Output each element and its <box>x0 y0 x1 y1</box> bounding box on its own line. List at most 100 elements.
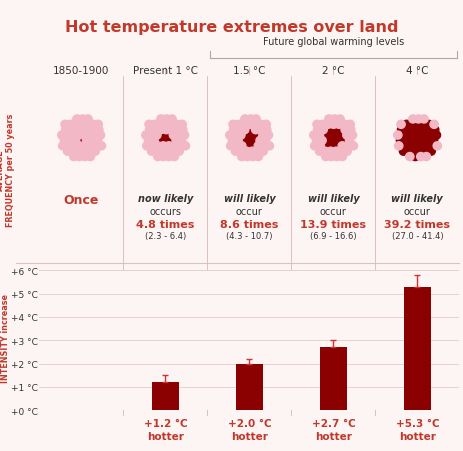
Circle shape <box>251 115 260 124</box>
Circle shape <box>83 126 92 134</box>
Circle shape <box>399 143 407 151</box>
Circle shape <box>91 148 99 156</box>
Circle shape <box>395 137 404 145</box>
Text: 4.8 times: 4.8 times <box>136 219 194 229</box>
Circle shape <box>67 126 75 134</box>
Circle shape <box>393 132 401 140</box>
Circle shape <box>88 121 97 129</box>
Circle shape <box>410 153 419 161</box>
Circle shape <box>409 148 418 156</box>
Circle shape <box>237 143 245 151</box>
Circle shape <box>74 132 82 140</box>
Circle shape <box>257 126 265 134</box>
Circle shape <box>418 121 426 129</box>
Circle shape <box>237 153 245 161</box>
Circle shape <box>338 153 346 161</box>
Circle shape <box>153 153 162 161</box>
Circle shape <box>250 137 258 145</box>
Bar <box>152 382 178 410</box>
Circle shape <box>242 148 250 156</box>
Circle shape <box>431 132 439 140</box>
Circle shape <box>164 153 173 161</box>
Circle shape <box>328 137 337 145</box>
Circle shape <box>57 132 66 140</box>
Circle shape <box>170 153 178 161</box>
Text: now likely: now likely <box>138 194 193 204</box>
Circle shape <box>175 132 183 140</box>
Text: +5.3 °C
hotter: +5.3 °C hotter <box>394 419 438 441</box>
Text: (2.3 - 6.4): (2.3 - 6.4) <box>144 232 186 241</box>
Circle shape <box>245 126 254 134</box>
Circle shape <box>405 143 413 151</box>
Circle shape <box>326 153 335 161</box>
Circle shape <box>247 132 256 140</box>
Circle shape <box>61 121 69 129</box>
Text: (4.3 - 10.7): (4.3 - 10.7) <box>225 232 272 241</box>
Circle shape <box>419 126 427 134</box>
Circle shape <box>419 115 427 124</box>
Circle shape <box>63 132 71 140</box>
Circle shape <box>256 137 264 145</box>
Circle shape <box>60 137 69 145</box>
Circle shape <box>432 143 440 151</box>
Circle shape <box>169 132 177 140</box>
Bar <box>319 347 346 410</box>
Circle shape <box>262 121 270 129</box>
Circle shape <box>84 115 92 124</box>
Text: occur: occur <box>236 207 262 216</box>
Circle shape <box>331 132 339 140</box>
Circle shape <box>73 115 81 124</box>
Circle shape <box>258 132 267 140</box>
Circle shape <box>168 115 176 124</box>
Bar <box>236 364 262 410</box>
Circle shape <box>346 126 354 134</box>
Circle shape <box>310 143 318 151</box>
Circle shape <box>225 132 233 140</box>
Circle shape <box>420 148 429 156</box>
Circle shape <box>150 137 158 145</box>
Circle shape <box>421 153 430 161</box>
Circle shape <box>169 148 177 156</box>
Circle shape <box>181 143 189 151</box>
Text: 1.5 °C: 1.5 °C <box>232 65 265 75</box>
Text: AVERAGE
FREQUENCY per 50 years: AVERAGE FREQUENCY per 50 years <box>0 114 15 227</box>
Circle shape <box>89 126 97 134</box>
Text: will likely: will likely <box>223 194 275 204</box>
Circle shape <box>166 137 175 145</box>
Circle shape <box>94 126 103 134</box>
Circle shape <box>318 121 326 129</box>
Circle shape <box>158 148 166 156</box>
Circle shape <box>396 121 404 129</box>
Circle shape <box>86 153 94 161</box>
Circle shape <box>92 143 100 151</box>
Circle shape <box>147 148 156 156</box>
Circle shape <box>233 137 242 145</box>
Circle shape <box>428 137 437 145</box>
Circle shape <box>78 115 87 124</box>
Circle shape <box>321 153 329 161</box>
Circle shape <box>156 115 165 124</box>
Circle shape <box>418 137 426 145</box>
Circle shape <box>413 121 421 129</box>
Circle shape <box>348 143 357 151</box>
Circle shape <box>237 148 245 156</box>
Circle shape <box>337 132 345 140</box>
Circle shape <box>315 143 324 151</box>
Circle shape <box>236 132 244 140</box>
Circle shape <box>167 126 175 134</box>
Circle shape <box>426 132 434 140</box>
Circle shape <box>312 137 320 145</box>
Circle shape <box>162 115 170 124</box>
Circle shape <box>332 143 340 151</box>
Circle shape <box>340 126 349 134</box>
Circle shape <box>72 121 80 129</box>
Circle shape <box>158 132 166 140</box>
Circle shape <box>77 121 86 129</box>
Circle shape <box>330 115 338 124</box>
Circle shape <box>251 126 259 134</box>
Circle shape <box>231 148 239 156</box>
Circle shape <box>424 121 432 129</box>
Circle shape <box>229 126 238 134</box>
Text: Present 1 °C: Present 1 °C <box>132 65 198 75</box>
Circle shape <box>342 148 350 156</box>
